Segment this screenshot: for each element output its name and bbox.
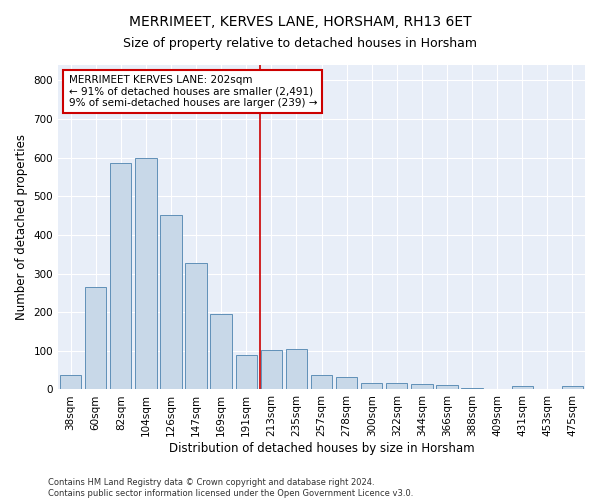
Y-axis label: Number of detached properties: Number of detached properties — [15, 134, 28, 320]
Text: MERRIMEET KERVES LANE: 202sqm
← 91% of detached houses are smaller (2,491)
9% of: MERRIMEET KERVES LANE: 202sqm ← 91% of d… — [68, 74, 317, 108]
Bar — [236, 354, 257, 390]
Bar — [286, 349, 307, 390]
Bar — [311, 375, 332, 390]
Bar — [336, 377, 357, 390]
Bar — [185, 263, 207, 390]
Bar — [411, 384, 433, 390]
Text: Size of property relative to detached houses in Horsham: Size of property relative to detached ho… — [123, 38, 477, 51]
X-axis label: Distribution of detached houses by size in Horsham: Distribution of detached houses by size … — [169, 442, 475, 455]
Bar — [436, 385, 458, 390]
Bar — [135, 158, 157, 390]
Bar — [562, 386, 583, 390]
Bar — [512, 386, 533, 390]
Bar — [361, 383, 382, 390]
Bar — [85, 287, 106, 390]
Bar — [461, 388, 483, 390]
Bar — [160, 215, 182, 390]
Bar — [386, 383, 407, 390]
Bar — [60, 375, 81, 390]
Text: Contains HM Land Registry data © Crown copyright and database right 2024.
Contai: Contains HM Land Registry data © Crown c… — [48, 478, 413, 498]
Bar — [211, 314, 232, 390]
Bar — [260, 350, 282, 390]
Text: MERRIMEET, KERVES LANE, HORSHAM, RH13 6ET: MERRIMEET, KERVES LANE, HORSHAM, RH13 6E… — [128, 15, 472, 29]
Bar — [110, 164, 131, 390]
